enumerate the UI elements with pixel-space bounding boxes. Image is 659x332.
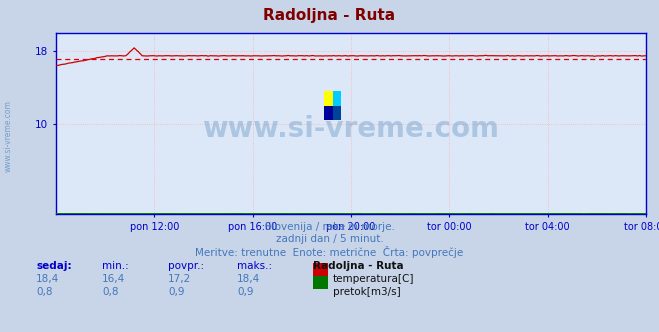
Text: temperatura[C]: temperatura[C] [333, 274, 415, 284]
Text: povpr.:: povpr.: [168, 261, 204, 271]
Text: 0,8: 0,8 [36, 287, 53, 297]
Text: 0,8: 0,8 [102, 287, 119, 297]
Text: Radoljna - Ruta: Radoljna - Ruta [264, 8, 395, 23]
Text: Slovenija / reke in morje.: Slovenija / reke in morje. [264, 222, 395, 232]
Text: sedaj:: sedaj: [36, 261, 72, 271]
Text: pretok[m3/s]: pretok[m3/s] [333, 287, 401, 297]
Text: min.:: min.: [102, 261, 129, 271]
Text: 18,4: 18,4 [237, 274, 260, 284]
Text: www.si-vreme.com: www.si-vreme.com [202, 115, 500, 143]
Text: 0,9: 0,9 [168, 287, 185, 297]
Text: maks.:: maks.: [237, 261, 272, 271]
Text: zadnji dan / 5 minut.: zadnji dan / 5 minut. [275, 234, 384, 244]
Text: 16,4: 16,4 [102, 274, 125, 284]
Text: www.si-vreme.com: www.si-vreme.com [3, 100, 13, 172]
Text: 0,9: 0,9 [237, 287, 254, 297]
Text: 17,2: 17,2 [168, 274, 191, 284]
Text: 18,4: 18,4 [36, 274, 59, 284]
Text: Meritve: trenutne  Enote: metrične  Črta: povprečje: Meritve: trenutne Enote: metrične Črta: … [195, 246, 464, 258]
Text: Radoljna - Ruta: Radoljna - Ruta [313, 261, 404, 271]
